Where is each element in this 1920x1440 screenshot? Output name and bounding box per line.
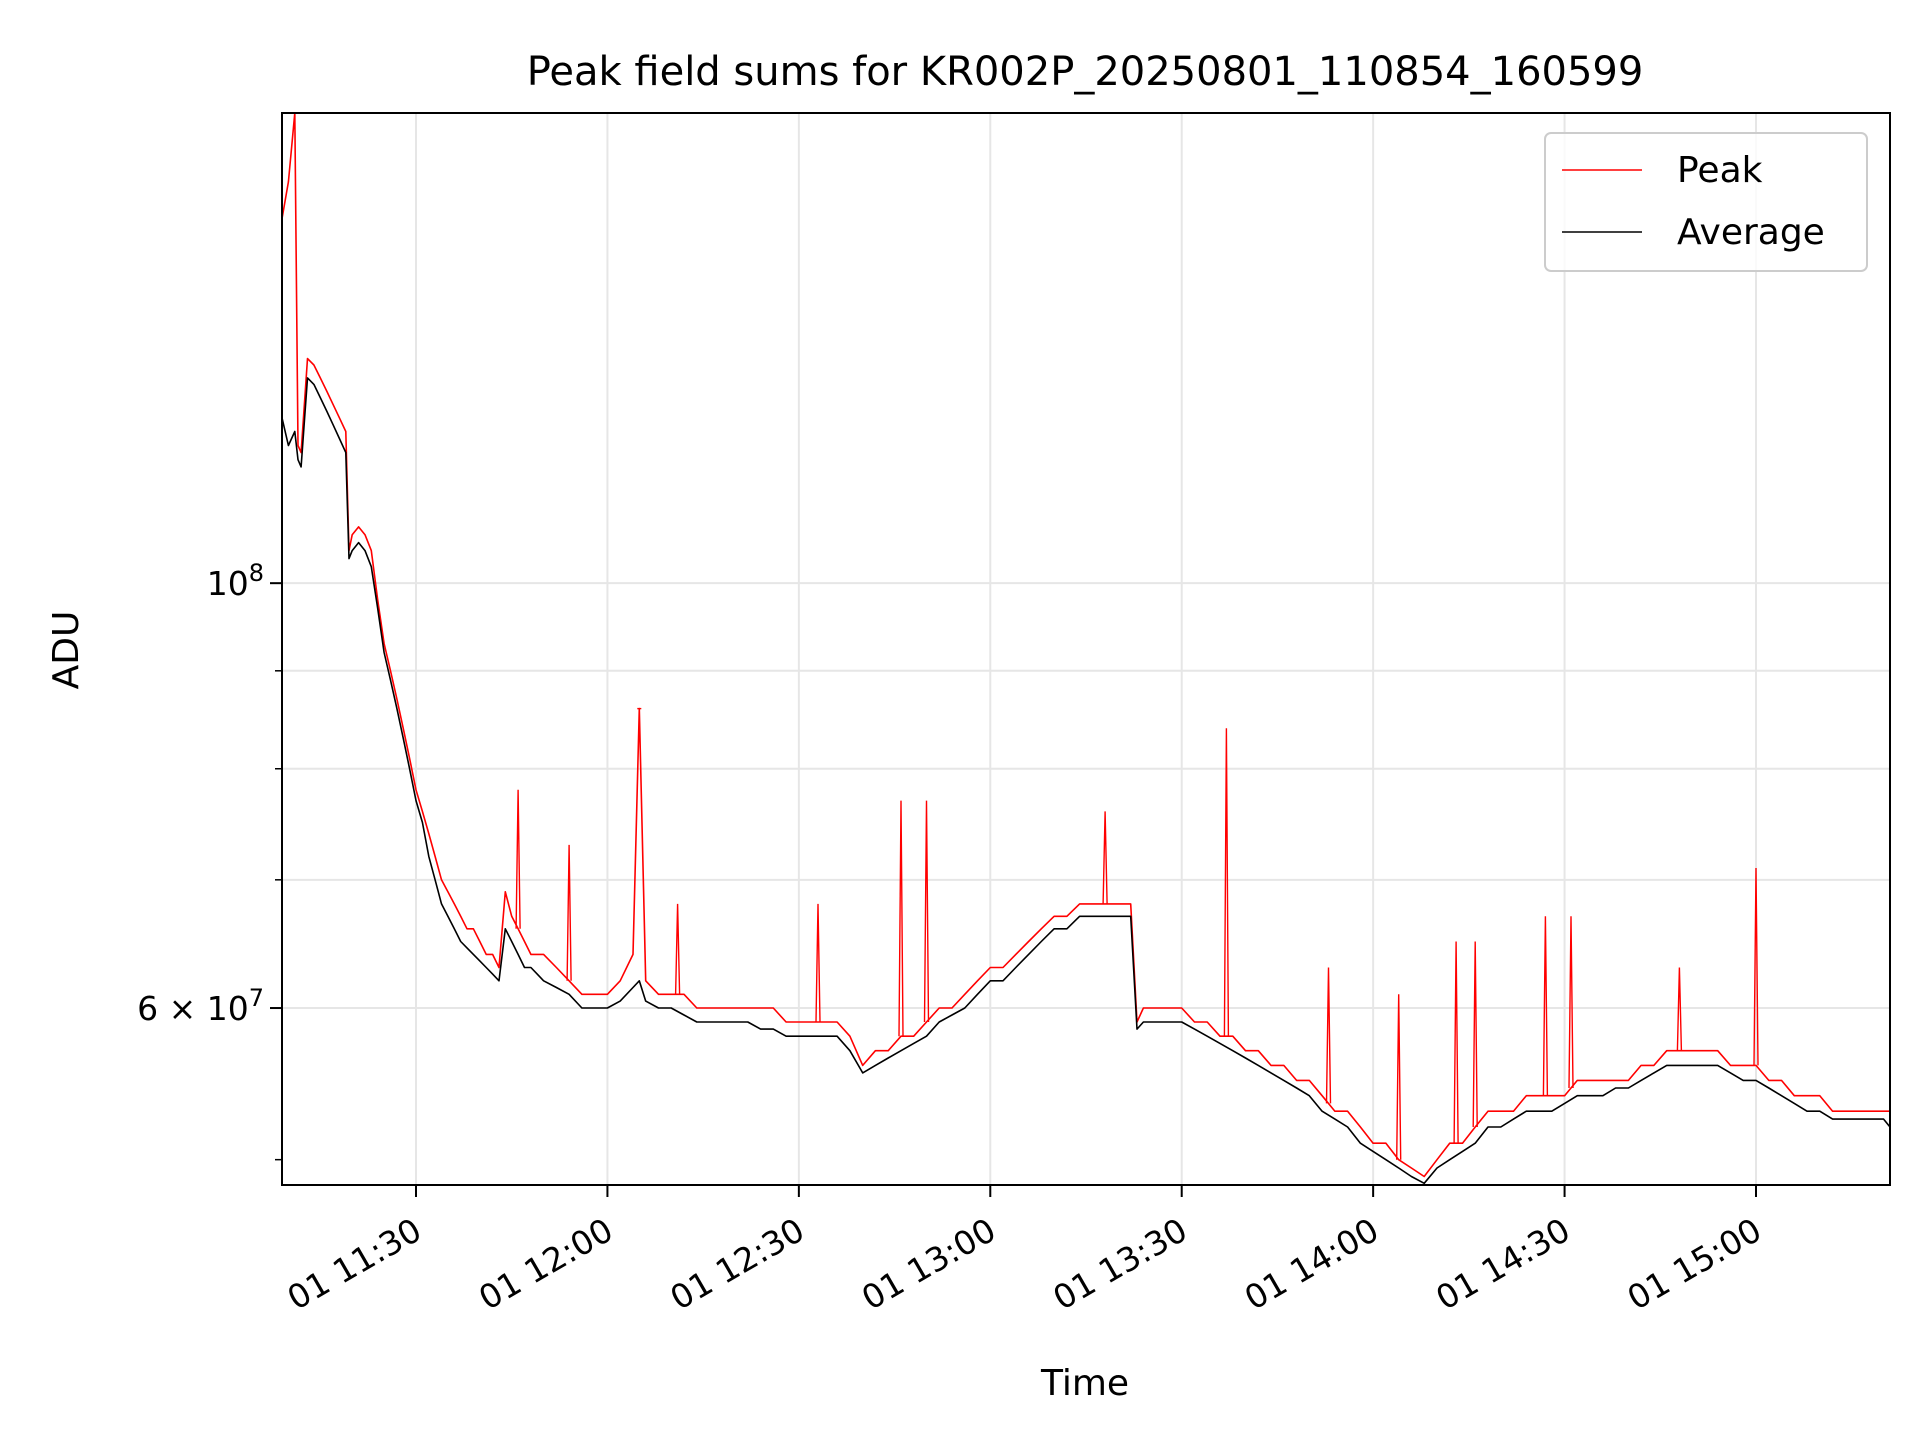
peak-spike <box>1453 941 1459 1144</box>
x-axis-label: Time <box>1040 1363 1129 1404</box>
peak-spike <box>1753 867 1759 1066</box>
y-tick-label: 6 × 107 <box>137 984 264 1028</box>
peak-spike <box>1325 967 1332 1104</box>
y-axis-label: ADU <box>46 611 87 690</box>
peak-spike <box>898 800 904 1037</box>
legend-label-peak: Peak <box>1677 150 1763 191</box>
peak-spike <box>1472 941 1478 1128</box>
peak-spike <box>1223 728 1230 1037</box>
peak-spike <box>566 844 572 981</box>
peak-spike <box>674 903 681 995</box>
legend-box <box>1544 132 1868 272</box>
legend-label-average: Average <box>1677 212 1825 253</box>
peak-spike <box>515 789 521 929</box>
peak-spike <box>1676 967 1683 1051</box>
axes-frame <box>281 112 1891 1186</box>
series-line-average <box>281 377 1891 1185</box>
peak-spike <box>1568 916 1574 1089</box>
peak-spike <box>1396 994 1402 1160</box>
legend: Peak Average <box>1544 132 1868 272</box>
plot-area <box>281 112 1891 1185</box>
series-line-peak <box>281 112 1890 1178</box>
grid-lines <box>282 113 1890 1185</box>
y-tick-label: 108 <box>207 559 264 603</box>
peak-spike <box>815 903 821 1023</box>
chart-title: Peak field sums for KR002P_20250801_1108… <box>527 49 1644 95</box>
y-axis: 108 6 × 107 <box>137 559 282 1161</box>
peak-spike <box>1542 916 1549 1096</box>
peak-spike <box>1102 811 1108 904</box>
peak-spike <box>923 800 930 1023</box>
